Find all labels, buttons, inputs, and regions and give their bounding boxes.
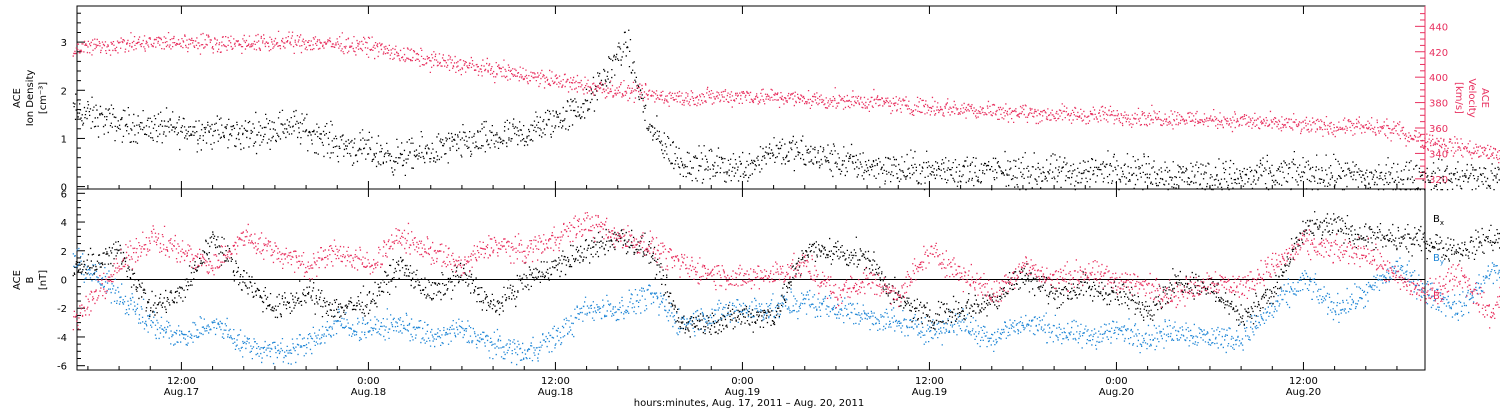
field-tick-label: 0 [61, 276, 67, 287]
field-axis-label-line2: B [25, 276, 36, 283]
time-tick-label: 0:00 [731, 376, 753, 387]
velocity-tick-label: 420 [1429, 48, 1448, 59]
field-tick-label: -4 [57, 333, 67, 344]
legend: Bx By Bz [1433, 214, 1444, 304]
density-velocity-panel: 0 1 2 3 320 340 360 380 400 420 440 ACE Ion Densi… [12, 5, 1500, 194]
velocity-axis-ticks: 320 340 360 380 400 420 440 [1415, 6, 1448, 189]
velocity-tick-label: 400 [1429, 73, 1448, 84]
density-tick-label: 2 [61, 86, 67, 97]
density-axis-label-line1: ACE [12, 88, 23, 108]
time-axis-title: hours:minutes, Aug. 17, 2011 – Aug. 20, … [634, 398, 865, 409]
field-tick-label: 4 [61, 218, 67, 229]
date-tick-label: Aug.19 [725, 387, 760, 398]
legend-bz: Bz [1433, 291, 1444, 304]
density-tick-label: 3 [61, 38, 67, 49]
density-axis-label-line3: [cm⁻³] [38, 82, 49, 114]
legend-bz-sub: z [1440, 296, 1444, 304]
velocity-tick-label: 380 [1429, 99, 1448, 110]
velocity-axis-label-line1: ACE [1479, 88, 1490, 108]
date-tick-label: Aug.20 [1286, 387, 1321, 398]
velocity-series-points [72, 30, 1500, 164]
field-axis-label-line3: [nT] [38, 270, 49, 290]
legend-bx-name: B [1433, 214, 1440, 225]
legend-bz-name: B [1433, 291, 1440, 302]
magnetic-field-panel: -6 -4 -2 0 2 4 6 ACE B [nT] Bx By Bz [12, 188, 1500, 373]
velocity-tick-label: 340 [1429, 149, 1448, 160]
top-panel-frame [76, 5, 1426, 190]
time-tick-label: 0:00 [1105, 376, 1127, 387]
velocity-axis-label-line2: Velocity [1466, 78, 1477, 117]
velocity-tick-label: 360 [1429, 124, 1448, 135]
density-tick-label: 1 [61, 134, 67, 145]
field-axis-label-line1: ACE [12, 270, 23, 290]
date-tick-label: Aug.18 [351, 387, 386, 398]
legend-by-name: B [1433, 253, 1440, 264]
legend-by-sub: y [1440, 258, 1444, 266]
time-tick-label: 12:00 [915, 376, 944, 387]
density-velocity-points [72, 29, 1500, 191]
density-tick-label: 0 [61, 183, 67, 194]
field-tick-label: 6 [61, 189, 67, 200]
date-tick-label: Aug.18 [538, 387, 573, 398]
velocity-tick-label: 320 [1429, 175, 1448, 186]
field-tick-label: -2 [57, 304, 67, 315]
velocity-tick-label: 440 [1429, 22, 1448, 33]
density-axis-ticks: 0 1 2 3 [61, 12, 85, 194]
date-tick-label: Aug.20 [1099, 387, 1134, 398]
time-tick-label: 12:00 [167, 376, 196, 387]
bx-series-points [72, 211, 1500, 338]
time-tick-label: 12:00 [541, 376, 570, 387]
velocity-axis-label-line3: [km/s] [1453, 82, 1464, 114]
density-axis-label-line2: Ion Density [25, 70, 36, 127]
date-tick-label: Aug.17 [164, 387, 199, 398]
legend-by: By [1433, 253, 1444, 266]
legend-bx-sub: x [1440, 219, 1444, 227]
field-points [72, 211, 1500, 366]
density-series-points [72, 29, 1500, 191]
field-tick-label: -6 [57, 362, 67, 373]
time-axis: 12:00Aug.170:00Aug.1812:00Aug.180:00Aug.… [87, 6, 1398, 398]
time-tick-label: 12:00 [1289, 376, 1318, 387]
field-axis-ticks: -6 -4 -2 0 2 4 6 [57, 189, 85, 373]
time-tick-label: 0:00 [357, 376, 379, 387]
date-tick-label: Aug.19 [912, 387, 947, 398]
field-tick-label: 2 [61, 247, 67, 258]
legend-bx: Bx [1433, 214, 1444, 227]
